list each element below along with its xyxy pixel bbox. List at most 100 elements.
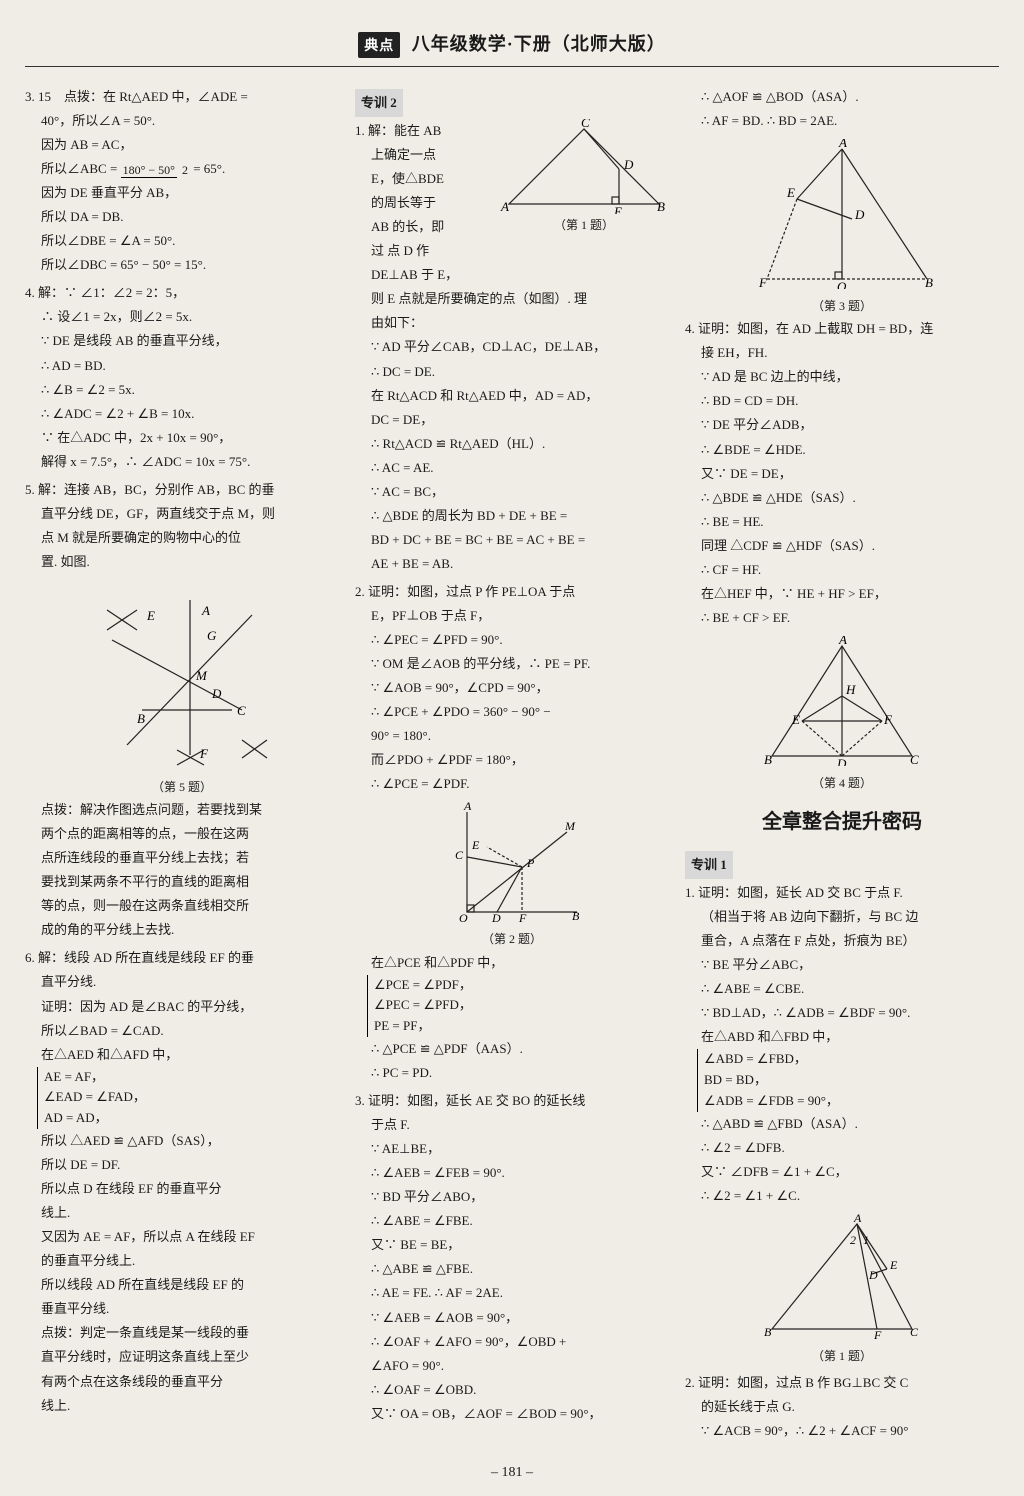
text-line: ∵ ∠ACB = 90°，∴ ∠2 + ∠ACF = 90° [685,1419,999,1443]
text-line: 所以 DE = DF. [25,1153,339,1177]
c3-chapter-p2: 2. 证明：如图，过点 B 作 BG⊥BC 交 C 的延长线于点 G. ∵ ∠A… [685,1371,999,1443]
svg-text:A: A [838,636,847,647]
problem-6: 6. 解：线段 AD 所在直线是线段 EF 的垂 直平分线. 证明：因为 AD … [25,946,339,1417]
svg-text:M: M [195,668,208,683]
text-line: ∴ BD = CD = DH. [685,389,999,413]
svg-text:M: M [564,819,576,833]
text-line: 同理 △CDF ≌ △HDF（SAS）. [685,534,999,558]
text-line: ∴ AC = AE. [355,456,669,480]
svg-text:A: A [500,199,509,214]
text-line: 3. 15 点拨：在 Rt△AED 中，∠ADE = [25,85,339,109]
svg-text:B: B [925,275,933,289]
svg-text:D: D [211,686,222,701]
text-line: 解得 x = 7.5°，∴ ∠ADC = 10x = 75°. [25,450,339,474]
text-line: 所以 DA = DB. [25,205,339,229]
text-line: 所以∠DBE = ∠A = 50°. [25,229,339,253]
text-line: ∴ ∠B = ∠2 = 5x. [25,378,339,402]
text-line: （相当于将 AB 边向下翻折，与 BC 边 [685,905,999,929]
figure-4-caption: （第 4 题） [685,772,999,794]
hint-line: 两个点的距离相等的点，一般在这两 [25,822,339,846]
svg-text:D: D [623,157,634,172]
figure-3-caption: （第 3 题） [685,295,999,317]
text-line: 所以点 D 在线段 EF 的垂直平分 [25,1177,339,1201]
text-line: 的垂直平分线上. [25,1249,339,1273]
text-line: ∵ 在△ADC 中，2x + 10x = 90°， [25,426,339,450]
text-line: 又∵ OA = OB，∠AOF = ∠BOD = 90°， [355,1402,669,1426]
text-line: AD = AD， [44,1108,339,1129]
figure-3: AB DE FO [685,139,999,289]
text-line: 置. 如图. [25,550,339,574]
column-3: ∴ △AOF ≌ △BOD（ASA）. ∴ AF = BD. ∴ BD = 2A… [685,85,999,1447]
text-line: 的延长线于点 G. [685,1395,999,1419]
text-line: 点 M 就是所要确定的购物中心的位 [25,526,339,550]
page-number: – 181 – [25,1465,999,1481]
svg-text:C: C [455,848,464,862]
figure-4: AB CD EF H [685,636,999,766]
brace-group: AE = AF， ∠EAD = ∠FAD， AD = AD， [37,1067,339,1129]
problem-5: 5. 解：连接 AB，BC，分别作 AB，BC 的垂 直平分线 DE，GF，两直… [25,478,339,943]
text-line: ∵ OM 是∠AOB 的平分线，∴ PE = PF. [355,652,669,676]
text-line: ∴ △BDE 的周长为 BD + DE + BE = [355,504,669,528]
text-line: ∠AFO = 90°. [355,1354,669,1378]
text-line: PE = PF， [374,1016,669,1037]
geometry-diagram: EA GM DB CF [92,580,272,770]
text-line: ∴ △ABE ≌ △FBE. [355,1257,669,1281]
text-line: 5. 解：连接 AB，BC，分别作 AB，BC 的垂 [25,478,339,502]
hint-line: 等的点，则一般在这两条直线相交所 [25,894,339,918]
text-line: DE⊥AB 于 E， [355,263,669,287]
text-line: 2. 证明：如图，过点 B 作 BG⊥BC 交 C [685,1371,999,1395]
text-line: ∴ ∠ABE = ∠CBE. [685,977,999,1001]
svg-text:A: A [201,603,210,618]
text-line: AE = AF， [44,1067,339,1088]
geometry-diagram: AB CD E [499,119,669,214]
figure-2: AB CD EF MO P [355,802,669,922]
text-line: ∴ AD = BD. [25,354,339,378]
brace-group: ∠ABD = ∠FBD， BD = BD， ∠ADB = ∠FDB = 90°， [697,1049,999,1111]
text-line: 1. 证明：如图，延长 AD 交 BC 于点 F. [685,881,999,905]
brace-group: ∠PCE = ∠PDF， ∠PEC = ∠PFD， PE = PF， [367,975,669,1037]
hint-line: 线上. [25,1394,339,1418]
svg-text:B: B [657,199,665,214]
text-line: 6. 解：线段 AD 所在直线是线段 EF 的垂 [25,946,339,970]
problem-3-15: 3. 15 点拨：在 Rt△AED 中，∠ADE = 40°，所以∠A = 50… [25,85,339,277]
svg-text:C: C [237,703,246,718]
text-line: AB 的长，即 [355,215,493,239]
text: = 65°. [193,161,225,176]
text-line: E，使△BDE [355,167,493,191]
text-line: 直平分线 DE，GF，两直线交于点 M，则 [25,502,339,526]
svg-text:A: A [853,1214,862,1225]
text-line: 又因为 AE = AF，所以点 A 在线段 EF [25,1225,339,1249]
text-line: ∴ BE = HE. [685,510,999,534]
geometry-diagram: AB CD EF H [752,636,932,766]
text-line: ∠EAD = ∠FAD， [44,1087,339,1108]
text-line: ∵ DE 是线段 AB 的垂直平分线， [25,329,339,353]
text-line: 在△AED 和△AFD 中， [25,1043,339,1067]
header-title: 八年级数学·下册（北师大版） [412,34,666,54]
text-line: ∴ AE = FE. ∴ AF = 2AE. [355,1281,669,1305]
svg-text:B: B [764,1325,772,1339]
hint-line: 点拨：解决作图选点问题，若要找到某 [25,798,339,822]
hint-line: 要找到某两条不平行的直线的距离相 [25,870,339,894]
svg-text:D: D [854,207,865,222]
svg-text:P: P [526,856,535,870]
hint-line: 直平分线时，应证明这条直线上至少 [25,1345,339,1369]
svg-text:C: C [910,752,919,766]
text-line: ∴ △AOF ≌ △BOD（ASA）. [685,85,999,109]
text-line: 垂直平分线. [25,1297,339,1321]
chapter-title: 全章整合提升密码 [685,804,999,841]
logo: 典点 [358,32,400,58]
text-line: 又∵ ∠DFB = ∠1 + ∠C， [685,1160,999,1184]
text-line: ∵ AD 是 BC 边上的中线， [685,365,999,389]
c2-problem-3: 3. 证明：如图，延长 AE 交 BO 的延长线 于点 F. ∵ AE⊥BE， … [355,1089,669,1426]
text-line: ∴ ∠PEC = ∠PFD = 90°. [355,628,669,652]
text-line: ∠ADB = ∠FDB = 90°， [704,1091,999,1112]
text-line: ∵ BD 平分∠ABO， [355,1185,669,1209]
svg-text:F: F [873,1328,882,1339]
text-line: 所以∠ABC = 180° − 50° 2 = 65°. [25,157,339,181]
text-line: ∠ABD = ∠FBD， [704,1049,999,1070]
text-line: ∴ ∠BDE = ∠HDE. [685,438,999,462]
svg-text:E: E [471,838,480,852]
svg-text:H: H [845,682,856,697]
svg-text:D: D [836,756,847,766]
svg-text:D: D [491,911,501,922]
